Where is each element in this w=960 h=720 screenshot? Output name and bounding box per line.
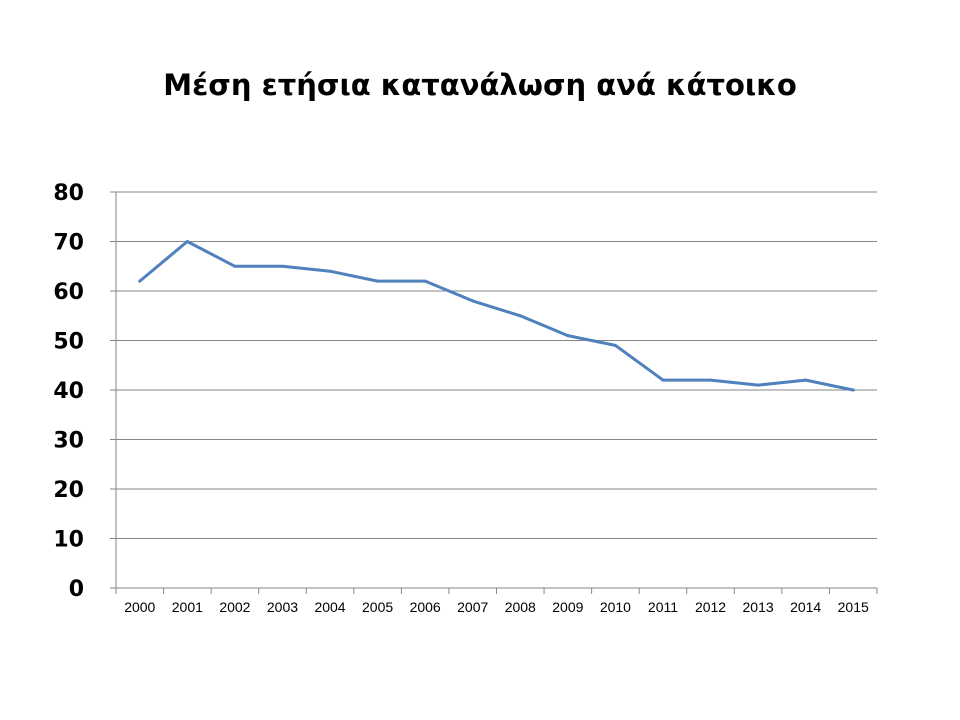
x-tick-label: 2000 — [124, 599, 155, 615]
data-point — [851, 388, 855, 392]
y-tick-label: 80 — [53, 181, 84, 206]
x-tick-label: 2004 — [314, 599, 345, 615]
y-tick-label: 20 — [53, 478, 84, 503]
x-tick-label: 2011 — [648, 599, 678, 615]
x-tick-label: 2006 — [410, 599, 441, 615]
x-tick-label: 2001 — [172, 599, 203, 615]
data-point — [471, 299, 475, 303]
x-tick-label: 2014 — [790, 599, 821, 615]
data-point — [756, 383, 760, 387]
y-tick-label: 30 — [53, 429, 84, 454]
x-tick-label: 2005 — [362, 599, 393, 615]
series-line-0 — [138, 240, 855, 392]
chart-title: Μέση ετήσια κατανάλωση ανά κάτοικο — [163, 68, 797, 102]
axes — [110, 191, 878, 594]
data-point — [233, 264, 237, 268]
x-tick-label: 2003 — [267, 599, 298, 615]
y-tick-label: 60 — [53, 280, 84, 305]
y-tick-label: 10 — [53, 528, 84, 553]
x-tick-labels: 2000 2001 2002 2003 2004 2005 2006 2007 2008 2009… — [124, 599, 869, 615]
y-tick-labels: 0 10 20 30 40 50 60 70 80 — [53, 181, 84, 602]
data-point — [709, 378, 713, 382]
series — [138, 240, 855, 392]
data-point — [328, 269, 332, 273]
x-tick-label: 2002 — [219, 599, 250, 615]
x-tick-label: 2007 — [457, 599, 488, 615]
x-tick-label: 2015 — [838, 599, 869, 615]
x-tick-label: 2008 — [505, 599, 536, 615]
y-tick-label: 70 — [53, 231, 84, 256]
y-tick-label: 50 — [53, 330, 84, 355]
data-point — [185, 240, 189, 243]
x-tick-label: 2013 — [743, 599, 774, 615]
data-point — [280, 264, 284, 268]
data-point — [376, 279, 380, 283]
gridlines — [116, 191, 877, 539]
x-tick-label: 2009 — [552, 599, 583, 615]
y-tick-label: 40 — [53, 379, 84, 404]
data-point — [423, 279, 427, 283]
data-point — [518, 314, 522, 318]
data-point — [661, 378, 665, 382]
x-tick-label: 2012 — [695, 599, 726, 615]
data-point — [566, 334, 570, 338]
data-point — [804, 378, 808, 382]
y-tick-label: 0 — [69, 577, 84, 602]
data-point — [138, 279, 142, 283]
data-point — [613, 343, 617, 347]
x-tick-label: 2010 — [600, 599, 631, 615]
